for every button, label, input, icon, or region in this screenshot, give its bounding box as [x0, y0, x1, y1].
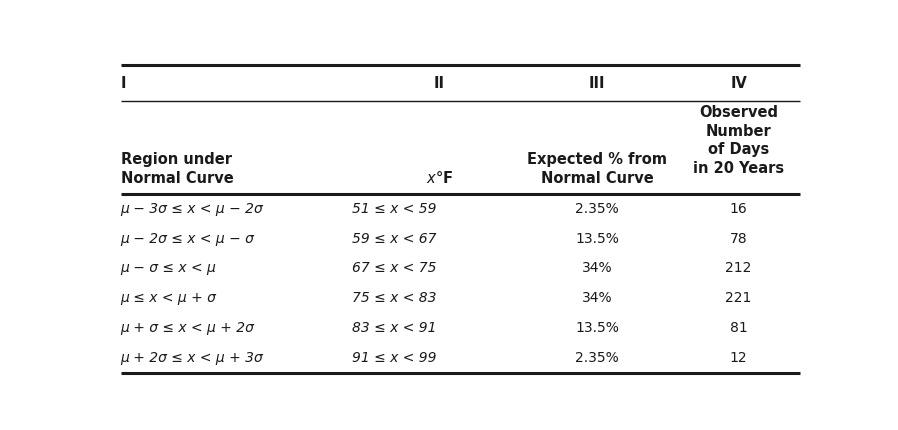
Text: 16: 16 — [730, 202, 747, 216]
Text: Observed
Number
of Days
in 20 Years: Observed Number of Days in 20 Years — [693, 105, 784, 176]
Text: 212: 212 — [726, 261, 752, 276]
Text: Expected % from
Normal Curve: Expected % from Normal Curve — [527, 152, 667, 186]
Text: 34%: 34% — [582, 261, 612, 276]
Text: 2.35%: 2.35% — [576, 351, 620, 365]
Text: 51 ≤ x < 59: 51 ≤ x < 59 — [352, 202, 436, 216]
Text: $\mathit{x}$°F: $\mathit{x}$°F — [426, 170, 453, 186]
Text: μ + σ ≤ x < μ + 2σ: μ + σ ≤ x < μ + 2σ — [120, 321, 254, 335]
Text: 12: 12 — [730, 351, 747, 365]
Text: 91 ≤ x < 99: 91 ≤ x < 99 — [352, 351, 436, 365]
Text: 2.35%: 2.35% — [576, 202, 620, 216]
Text: 59 ≤ x < 67: 59 ≤ x < 67 — [352, 232, 436, 246]
Text: μ + 2σ ≤ x < μ + 3σ: μ + 2σ ≤ x < μ + 3σ — [120, 351, 263, 365]
Text: 221: 221 — [726, 291, 752, 305]
Text: μ − σ ≤ x < μ: μ − σ ≤ x < μ — [120, 261, 216, 276]
Text: Region under
Normal Curve: Region under Normal Curve — [120, 152, 233, 186]
Text: μ − 2σ ≤ x < μ − σ: μ − 2σ ≤ x < μ − σ — [120, 232, 254, 246]
Text: 83 ≤ x < 91: 83 ≤ x < 91 — [352, 321, 436, 335]
Text: μ ≤ x < μ + σ: μ ≤ x < μ + σ — [120, 291, 216, 305]
Text: 13.5%: 13.5% — [576, 321, 620, 335]
Text: 34%: 34% — [582, 291, 612, 305]
Text: 75 ≤ x < 83: 75 ≤ x < 83 — [352, 291, 436, 305]
Text: III: III — [589, 76, 605, 91]
Text: I: I — [120, 76, 126, 91]
Text: 78: 78 — [730, 232, 747, 246]
Text: 13.5%: 13.5% — [576, 232, 620, 246]
Text: 81: 81 — [730, 321, 747, 335]
Text: II: II — [434, 76, 445, 91]
Text: μ − 3σ ≤ x < μ − 2σ: μ − 3σ ≤ x < μ − 2σ — [120, 202, 263, 216]
Text: 67 ≤ x < 75: 67 ≤ x < 75 — [352, 261, 436, 276]
Text: IV: IV — [730, 76, 747, 91]
